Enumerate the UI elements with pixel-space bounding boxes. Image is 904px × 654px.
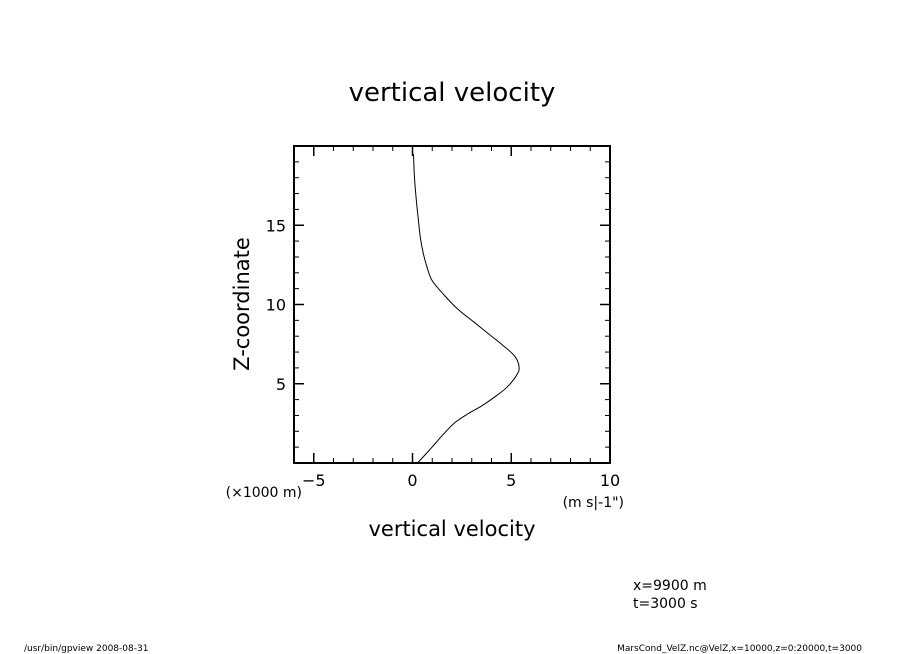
tick-labels: −5 0 5 10 5 10 15 — [266, 216, 621, 490]
time-label: t=3000 s — [633, 596, 698, 612]
footer-right: MarsCond_VelZ.nc@VelZ,x=10000,z=0:20000,… — [617, 644, 862, 654]
chart-title: vertical velocity — [349, 78, 556, 108]
x-axis-title: vertical velocity — [368, 517, 535, 541]
y-tick-label: 5 — [276, 375, 286, 394]
footer-left: /usr/bin/gpview 2008-08-31 — [24, 644, 148, 654]
x-tick-label: 10 — [600, 471, 620, 490]
y-tick-label: 15 — [266, 216, 286, 235]
y-tick-label: 10 — [266, 296, 286, 315]
vertical-velocity-line — [412, 153, 520, 464]
x-axis-units: (m s|-1") — [563, 495, 624, 511]
axis-ticks — [293, 145, 611, 464]
x-tick-label: 0 — [407, 471, 417, 490]
x-tick-label: −5 — [302, 471, 326, 490]
y-axis-title: Z-coordinate — [230, 237, 254, 371]
x-tick-label: 5 — [506, 471, 516, 490]
plot-frame — [293, 145, 611, 464]
position-label: x=9900 m — [633, 578, 707, 594]
y-axis-units: (×1000 m) — [226, 485, 302, 501]
